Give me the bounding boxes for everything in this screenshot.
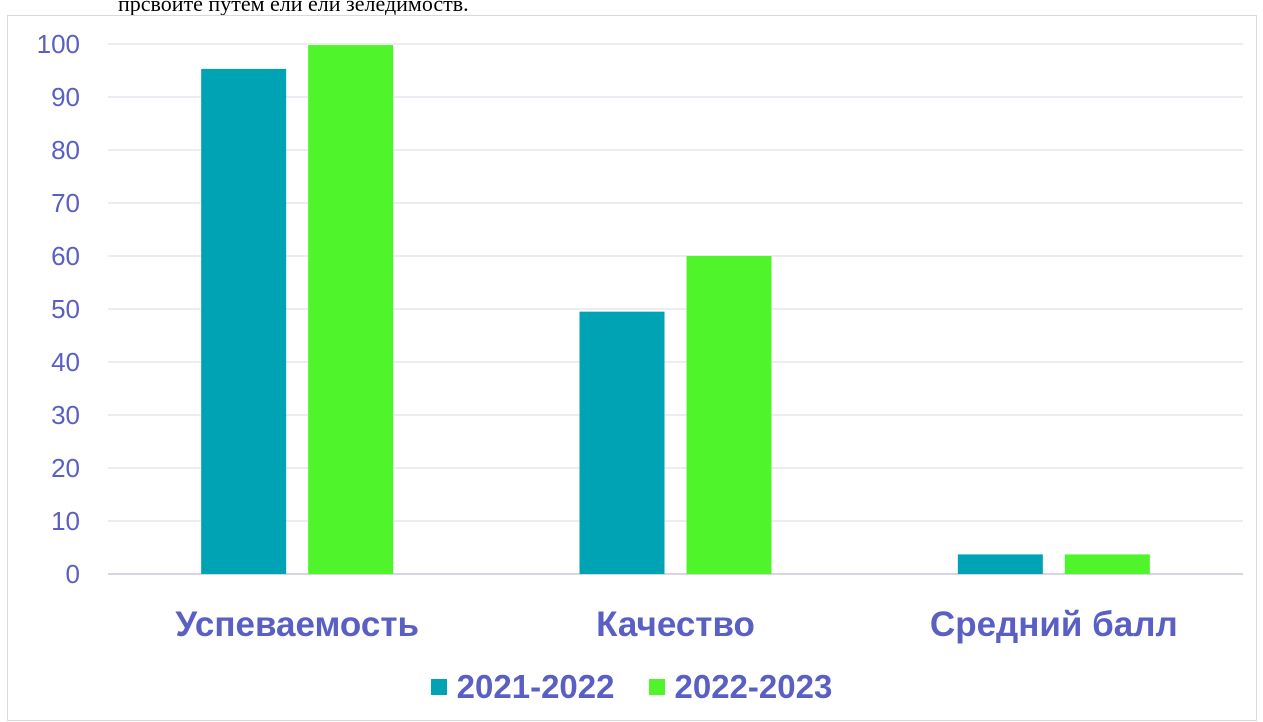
y-tick-label-50: 50 bbox=[51, 294, 80, 324]
y-tick-label-30: 30 bbox=[51, 400, 80, 430]
bar-2022-2023-Качество bbox=[686, 256, 772, 574]
y-tick-label-40: 40 bbox=[51, 347, 80, 377]
legend-item-2022-2023: 2022-2023 bbox=[648, 668, 833, 706]
bar-2021-2022-Качество bbox=[579, 311, 665, 574]
legend-label-2022-2023: 2022-2023 bbox=[674, 668, 833, 705]
bar-2021-2022-Успеваемость bbox=[201, 68, 287, 574]
y-tick-label-20: 20 bbox=[51, 453, 80, 483]
clipped-top-text: прсвойте путем ели ели зеледимоств. bbox=[118, 0, 469, 16]
x-category-label-Средний балл: Средний балл bbox=[930, 605, 1178, 644]
y-tick-label-100: 100 bbox=[37, 29, 80, 59]
y-tick-label-80: 80 bbox=[51, 135, 80, 165]
y-tick-label-90: 90 bbox=[51, 82, 80, 112]
legend-item-2021-2022: 2021-2022 bbox=[430, 668, 615, 706]
y-tick-label-70: 70 bbox=[51, 188, 80, 218]
bar-2022-2023-Средний балл bbox=[1064, 554, 1150, 574]
y-tick-label-10: 10 bbox=[51, 506, 80, 536]
y-tick-label-0: 0 bbox=[66, 559, 80, 589]
legend-label-2021-2022: 2021-2022 bbox=[456, 668, 615, 705]
y-tick-label-60: 60 bbox=[51, 241, 80, 271]
legend: 2021-2022 2022-2023 bbox=[0, 667, 1263, 707]
legend-swatch-2022-2023 bbox=[648, 679, 665, 695]
legend-swatch-2021-2022 bbox=[430, 679, 447, 695]
bar-2021-2022-Средний балл bbox=[957, 554, 1043, 574]
x-category-label-Качество: Качество bbox=[596, 605, 755, 644]
bar-2022-2023-Успеваемость bbox=[308, 45, 394, 575]
x-category-label-Успеваемость: Успеваемость bbox=[175, 605, 419, 644]
